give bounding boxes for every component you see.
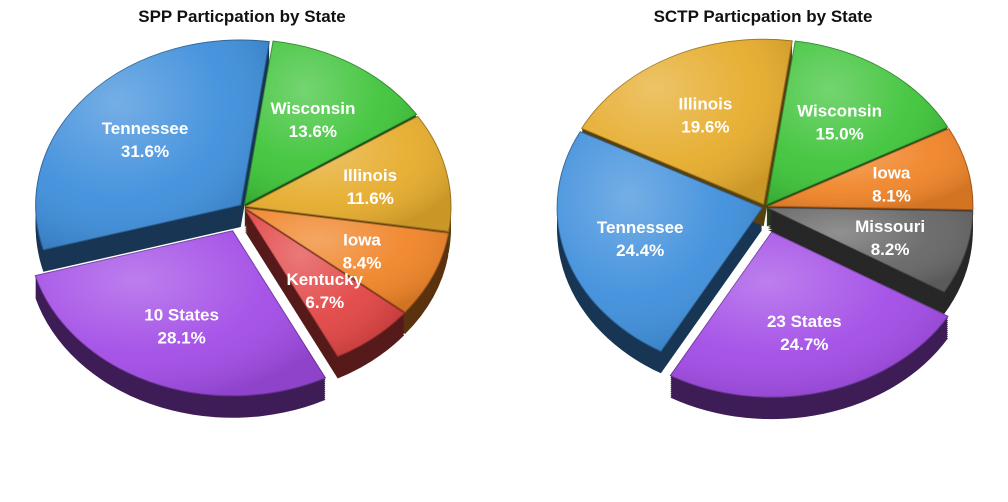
sctp-slice-sheen-illinois xyxy=(581,39,793,205)
sctp-slice-value-tennessee: 24.4% xyxy=(616,241,664,260)
spp-slice-sheen-iowa xyxy=(245,208,449,312)
sctp-slice-name-missouri: Missouri xyxy=(855,217,925,236)
spp-pie-chart: SPP Particpation by State Wisconsin 13.6%… xyxy=(34,7,452,418)
sctp-slice-sheen-iowa xyxy=(767,128,973,210)
sctp-slice-value-wisconsin: 15.0% xyxy=(815,125,863,144)
spp-slices: Wisconsin 13.6% Illinois 11.6% Iowa 8.4%Kentu… xyxy=(34,39,452,418)
spp-slice-value-iowa: 8.4% xyxy=(343,254,382,273)
sctp-slice-sheen-23-states xyxy=(670,232,948,398)
sctp-slice-value-illinois: 19.6% xyxy=(681,117,729,136)
sctp-slice-value-23-states: 24.7% xyxy=(780,335,828,354)
sctp-chart-title: SCTP Particpation by State xyxy=(654,7,873,26)
spp-slice-name-illinois: Illinois xyxy=(343,166,397,185)
spp-slice-sheen-kentucky xyxy=(244,209,405,357)
spp-slice-name-10-states: 10 States xyxy=(144,306,219,325)
sctp-slice-name-iowa: Iowa xyxy=(873,164,911,183)
sctp-slice-name-illinois: Illinois xyxy=(678,94,732,113)
sctp-slice-name-23-states: 23 States xyxy=(767,312,842,331)
spp-slice-value-wisconsin: 13.6% xyxy=(289,122,337,141)
sctp-slice-sheen-tennessee xyxy=(557,131,763,352)
spp-slice-name-tennessee: Tennessee xyxy=(102,119,189,138)
sctp-pie-chart: SCTP Particpation by State Wisconsin 15.0… xyxy=(556,7,974,420)
sctp-slice-value-missouri: 8.2% xyxy=(871,240,910,259)
sctp-slice-sheen-wisconsin xyxy=(766,41,948,205)
spp-slice-value-illinois: 11.6% xyxy=(347,189,394,208)
sctp-slice-name-wisconsin: Wisconsin xyxy=(797,102,882,121)
spp-slice-name-wisconsin: Wisconsin xyxy=(270,99,355,118)
spp-slice-name-kentucky: Kentucky xyxy=(287,270,364,289)
spp-slice-sheen-wisconsin xyxy=(244,41,417,205)
sctp-slices: Wisconsin 15.0% Iowa 8.1% Missouri 8.2% 23 Sta… xyxy=(556,38,974,420)
spp-slice-value-tennessee: 31.6% xyxy=(121,142,169,161)
sctp-slice-name-tennessee: Tennessee xyxy=(597,218,684,237)
spp-slice-sheen-10-states xyxy=(35,230,326,396)
spp-slice-value-kentucky: 6.7% xyxy=(305,293,344,312)
spp-chart-title: SPP Particpation by State xyxy=(138,7,346,26)
spp-slice-name-iowa: Iowa xyxy=(343,231,381,250)
spp-slice-sheen-tennessee xyxy=(35,39,270,250)
sctp-slice-value-iowa: 8.1% xyxy=(872,187,911,206)
sctp-slice-sheen-missouri xyxy=(767,207,973,292)
spp-slice-sheen-illinois xyxy=(245,116,451,232)
spp-slice-value-10-states: 28.1% xyxy=(157,329,205,348)
